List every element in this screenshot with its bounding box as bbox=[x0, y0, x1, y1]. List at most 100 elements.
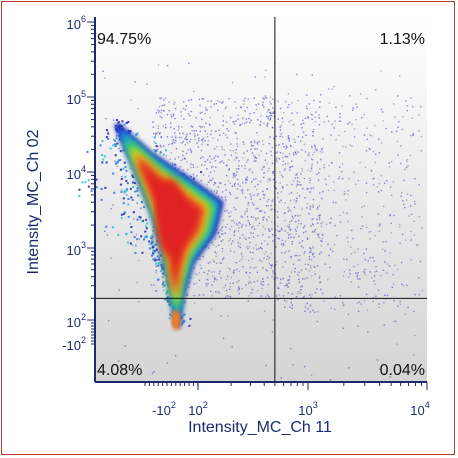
event-dot bbox=[174, 135, 177, 137]
event-dot bbox=[316, 218, 318, 221]
event-dot bbox=[202, 156, 204, 158]
event-dot bbox=[317, 179, 320, 181]
event-dot bbox=[202, 255, 204, 258]
event-dot bbox=[315, 111, 317, 113]
event-dot bbox=[120, 178, 123, 180]
event-dot bbox=[291, 102, 293, 104]
event-dot bbox=[306, 238, 309, 240]
event-dot bbox=[300, 286, 302, 288]
event-dot bbox=[274, 228, 277, 231]
event-dot bbox=[257, 119, 259, 121]
event-dot bbox=[303, 252, 305, 255]
event-dot bbox=[389, 214, 391, 217]
event-dot bbox=[254, 160, 257, 163]
event-dot bbox=[276, 151, 279, 153]
event-dot bbox=[312, 153, 314, 156]
event-dot bbox=[125, 169, 128, 172]
event-dot bbox=[309, 179, 311, 182]
event-dot bbox=[346, 258, 348, 261]
event-dot bbox=[230, 276, 233, 279]
event-dot bbox=[271, 264, 273, 266]
event-dot bbox=[323, 166, 325, 169]
event-dot bbox=[290, 301, 292, 304]
event-dot bbox=[209, 155, 211, 157]
event-dot bbox=[329, 266, 331, 269]
event-dot bbox=[236, 143, 238, 145]
event-dot bbox=[131, 174, 134, 177]
event-dot bbox=[255, 244, 257, 246]
event-dot bbox=[222, 132, 225, 135]
event-dot bbox=[357, 325, 359, 327]
event-dot bbox=[203, 126, 206, 128]
event-dot bbox=[283, 252, 286, 254]
event-dot bbox=[187, 149, 189, 151]
event-dot bbox=[288, 153, 291, 155]
event-dot bbox=[169, 300, 172, 303]
event-dot bbox=[313, 128, 315, 131]
x-axis-title: Intensity_MC_Ch 11 bbox=[188, 419, 332, 436]
event-dot bbox=[201, 126, 203, 128]
event-dot bbox=[308, 154, 310, 157]
event-dot bbox=[361, 216, 363, 218]
event-dot bbox=[214, 181, 216, 184]
event-dot bbox=[161, 276, 163, 278]
event-dot bbox=[261, 287, 263, 290]
event-dot bbox=[218, 231, 220, 233]
event-dot bbox=[262, 143, 265, 146]
event-dot bbox=[233, 206, 235, 209]
event-dot bbox=[287, 137, 290, 140]
event-dot bbox=[133, 236, 136, 239]
event-dot bbox=[157, 127, 159, 130]
event-dot bbox=[218, 244, 220, 246]
event-dot bbox=[318, 106, 321, 108]
event-dot bbox=[198, 272, 201, 274]
event-dot bbox=[257, 224, 259, 227]
event-dot bbox=[143, 238, 145, 241]
event-dot bbox=[294, 151, 297, 153]
event-dot bbox=[350, 253, 353, 255]
event-dot bbox=[330, 307, 332, 309]
event-dot bbox=[203, 271, 205, 274]
event-dot bbox=[287, 279, 289, 282]
event-dot bbox=[253, 139, 256, 142]
event-dot bbox=[372, 256, 374, 259]
event-dot bbox=[158, 258, 161, 261]
event-dot bbox=[353, 128, 356, 130]
event-dot bbox=[385, 127, 387, 130]
event-dot bbox=[135, 133, 138, 136]
event-dot bbox=[373, 184, 375, 186]
event-dot bbox=[102, 158, 105, 161]
event-dot bbox=[222, 115, 224, 117]
event-dot bbox=[321, 292, 324, 295]
event-dot bbox=[269, 96, 272, 98]
event-dot bbox=[157, 64, 160, 66]
event-dot bbox=[171, 143, 173, 145]
event-dot bbox=[368, 231, 370, 233]
event-dot bbox=[289, 199, 292, 202]
event-dot bbox=[162, 276, 164, 278]
event-dot bbox=[295, 174, 297, 176]
event-dot bbox=[216, 192, 218, 194]
event-dot bbox=[273, 110, 275, 113]
event-dot bbox=[290, 256, 292, 258]
event-dot bbox=[325, 223, 328, 225]
event-dot bbox=[246, 179, 248, 181]
event-dot bbox=[290, 119, 292, 122]
event-dot bbox=[222, 225, 224, 228]
event-dot bbox=[157, 262, 160, 264]
event-dot bbox=[344, 193, 346, 195]
event-dot bbox=[159, 150, 162, 153]
event-dot bbox=[244, 97, 246, 100]
event-dot bbox=[267, 170, 269, 172]
event-dot bbox=[247, 202, 250, 204]
event-dot bbox=[210, 290, 212, 293]
event-dot bbox=[185, 292, 187, 294]
event-dot bbox=[245, 178, 247, 180]
event-dot bbox=[241, 226, 243, 228]
event-dot bbox=[390, 232, 392, 234]
event-dot bbox=[296, 197, 298, 199]
event-dot bbox=[225, 121, 228, 123]
event-dot bbox=[403, 203, 405, 205]
event-dot bbox=[236, 157, 238, 159]
event-dot bbox=[308, 152, 310, 154]
